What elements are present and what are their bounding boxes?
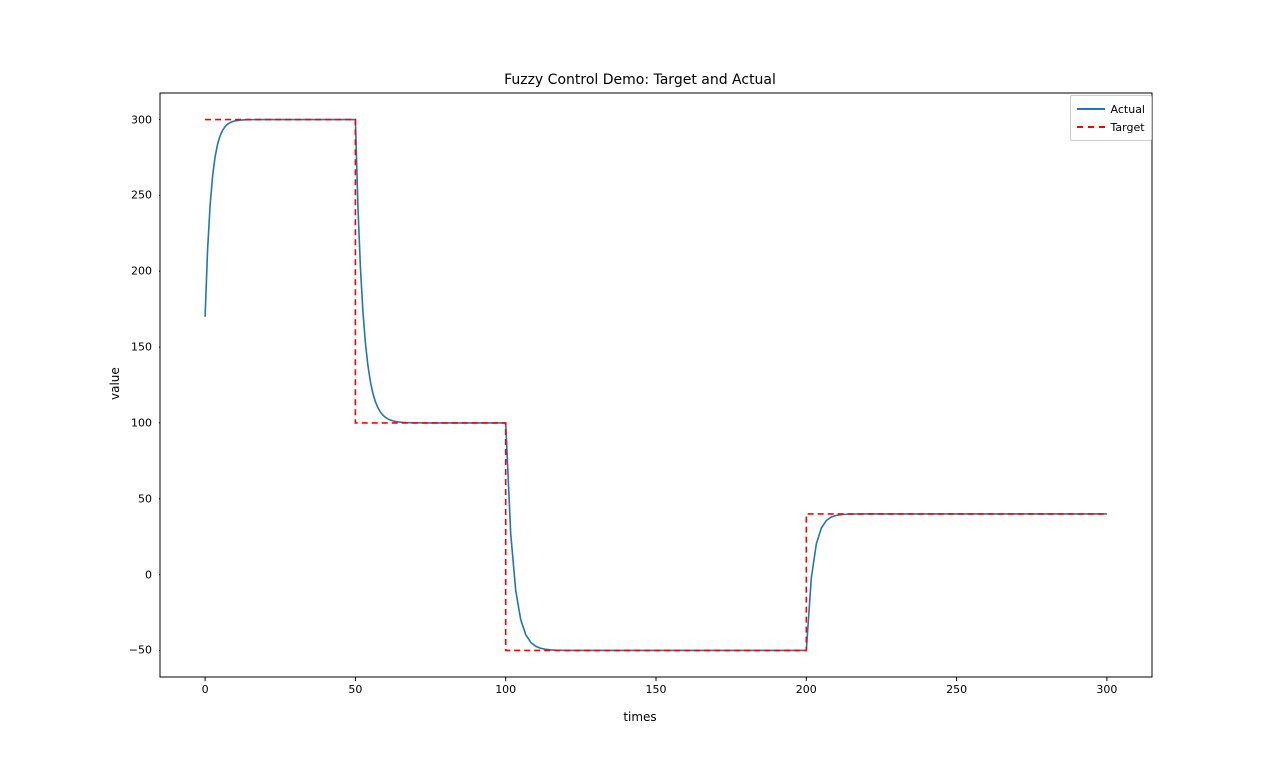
y-tick-label: 250 (112, 189, 152, 202)
x-tick-label: 50 (348, 683, 362, 696)
chart-title: Fuzzy Control Demo: Target and Actual (0, 72, 1280, 88)
y-tick-label: 50 (112, 492, 152, 505)
legend-swatch (1077, 102, 1105, 116)
chart-figure: Fuzzy Control Demo: Target and Actual 0 5… (0, 0, 1280, 768)
legend-label: Actual (1111, 103, 1145, 116)
y-tick-label: 200 (112, 265, 152, 278)
y-axis-label: value (108, 367, 122, 400)
y-tick-label: 150 (112, 341, 152, 354)
series-actual (205, 120, 1107, 651)
x-tick-label: 300 (1096, 683, 1117, 696)
chart-plot-area (159, 92, 1153, 686)
x-tick-label: 250 (946, 683, 967, 696)
x-tick-label: 100 (495, 683, 516, 696)
x-tick-label: 200 (796, 683, 817, 696)
y-tick-label: 100 (112, 416, 152, 429)
legend-item: Actual (1077, 100, 1145, 118)
legend-item: Target (1077, 118, 1145, 136)
x-axis-label: times (0, 710, 1280, 724)
y-tick-label: 300 (112, 113, 152, 126)
chart-legend: Actual Target (1070, 95, 1152, 141)
axes-frame (160, 93, 1152, 677)
series-target (205, 120, 1107, 651)
y-tick-label: 0 (112, 568, 152, 581)
x-tick-label: 150 (646, 683, 667, 696)
y-tick-label: −50 (112, 644, 152, 657)
legend-label: Target (1111, 121, 1145, 134)
x-tick-label: 0 (202, 683, 209, 696)
legend-swatch (1077, 120, 1105, 134)
